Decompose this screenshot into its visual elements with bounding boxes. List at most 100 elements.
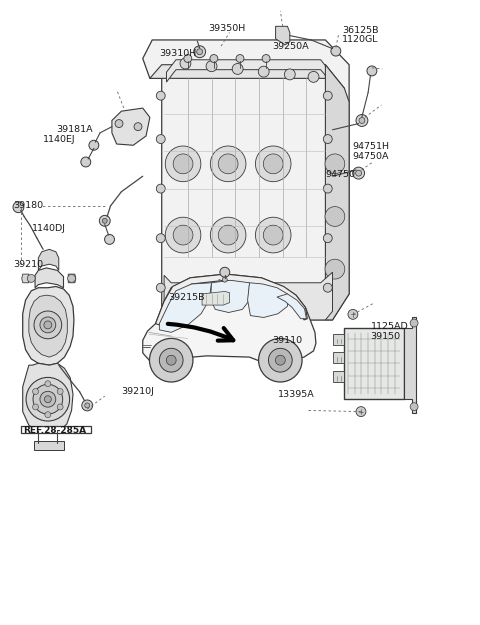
Circle shape	[284, 69, 295, 80]
Circle shape	[33, 404, 38, 410]
Circle shape	[26, 378, 70, 421]
Circle shape	[44, 396, 51, 402]
Bar	[34, 441, 63, 450]
Polygon shape	[22, 274, 29, 282]
Polygon shape	[156, 274, 307, 325]
Circle shape	[356, 407, 366, 417]
Circle shape	[410, 319, 418, 327]
Polygon shape	[23, 363, 73, 433]
Circle shape	[210, 54, 218, 62]
Polygon shape	[29, 295, 67, 357]
Bar	[333, 352, 344, 363]
Text: 39310H: 39310H	[159, 49, 197, 58]
Circle shape	[156, 184, 165, 193]
Circle shape	[325, 207, 345, 226]
Circle shape	[222, 278, 228, 282]
Polygon shape	[21, 426, 91, 433]
Circle shape	[165, 146, 201, 182]
Text: 39215B: 39215B	[168, 292, 204, 301]
Polygon shape	[159, 282, 212, 332]
Circle shape	[194, 46, 205, 58]
Circle shape	[206, 61, 217, 72]
Text: 36125B: 36125B	[342, 26, 379, 35]
Circle shape	[264, 154, 283, 174]
Circle shape	[255, 146, 291, 182]
Circle shape	[356, 170, 361, 176]
Polygon shape	[325, 65, 349, 320]
Circle shape	[356, 114, 368, 126]
Circle shape	[259, 338, 302, 382]
Polygon shape	[38, 249, 59, 271]
Polygon shape	[404, 317, 416, 413]
Polygon shape	[112, 108, 150, 145]
Circle shape	[359, 118, 365, 124]
Text: 39350H: 39350H	[208, 24, 245, 33]
Circle shape	[367, 66, 377, 76]
Circle shape	[89, 140, 99, 150]
Text: 39180: 39180	[13, 201, 43, 211]
Polygon shape	[23, 286, 74, 365]
Circle shape	[180, 58, 191, 69]
Circle shape	[45, 381, 51, 387]
Text: 1140DJ: 1140DJ	[32, 224, 66, 233]
Bar	[333, 371, 344, 382]
Circle shape	[27, 274, 35, 282]
Circle shape	[262, 54, 270, 62]
Circle shape	[308, 71, 319, 82]
Polygon shape	[143, 40, 349, 320]
Polygon shape	[167, 60, 340, 92]
Text: 1125AD: 1125AD	[371, 322, 408, 331]
Circle shape	[34, 311, 62, 339]
Text: 13395A: 13395A	[278, 390, 315, 399]
Polygon shape	[35, 268, 63, 288]
Circle shape	[232, 64, 243, 74]
Text: 39181A: 39181A	[56, 125, 93, 134]
Circle shape	[173, 225, 193, 245]
Circle shape	[324, 283, 332, 292]
Text: 39250A: 39250A	[272, 42, 309, 51]
Polygon shape	[202, 291, 229, 305]
Circle shape	[325, 259, 345, 279]
Polygon shape	[276, 26, 290, 45]
Circle shape	[57, 404, 63, 410]
Circle shape	[210, 146, 246, 182]
Text: 94750: 94750	[325, 171, 355, 179]
Circle shape	[40, 391, 56, 407]
Text: 39210J: 39210J	[121, 388, 154, 396]
Circle shape	[57, 389, 63, 394]
Text: REF.28-285A: REF.28-285A	[23, 426, 86, 435]
Bar	[344, 328, 404, 399]
Circle shape	[218, 154, 238, 174]
Circle shape	[166, 355, 176, 365]
Text: 1140EJ: 1140EJ	[43, 134, 76, 144]
Polygon shape	[248, 282, 288, 318]
Circle shape	[220, 268, 230, 278]
Circle shape	[44, 321, 52, 329]
Text: 94750A: 94750A	[352, 152, 388, 161]
Text: 39210: 39210	[13, 259, 43, 269]
Circle shape	[33, 389, 38, 394]
Circle shape	[173, 154, 193, 174]
Circle shape	[276, 355, 285, 365]
Circle shape	[81, 157, 91, 167]
Text: 39150: 39150	[371, 331, 401, 341]
Polygon shape	[164, 272, 333, 320]
Circle shape	[255, 217, 291, 253]
Circle shape	[348, 309, 358, 319]
Circle shape	[156, 283, 165, 292]
Circle shape	[264, 225, 283, 245]
Circle shape	[85, 403, 90, 408]
Circle shape	[324, 134, 332, 144]
Polygon shape	[150, 65, 344, 102]
Circle shape	[13, 202, 24, 212]
Polygon shape	[211, 280, 250, 312]
Polygon shape	[277, 294, 306, 319]
Circle shape	[410, 402, 418, 411]
Circle shape	[68, 274, 75, 282]
Circle shape	[184, 54, 192, 62]
Circle shape	[102, 218, 107, 223]
Circle shape	[324, 184, 332, 193]
Bar	[333, 334, 344, 345]
Text: 1120GL: 1120GL	[342, 36, 379, 44]
Circle shape	[324, 234, 332, 242]
